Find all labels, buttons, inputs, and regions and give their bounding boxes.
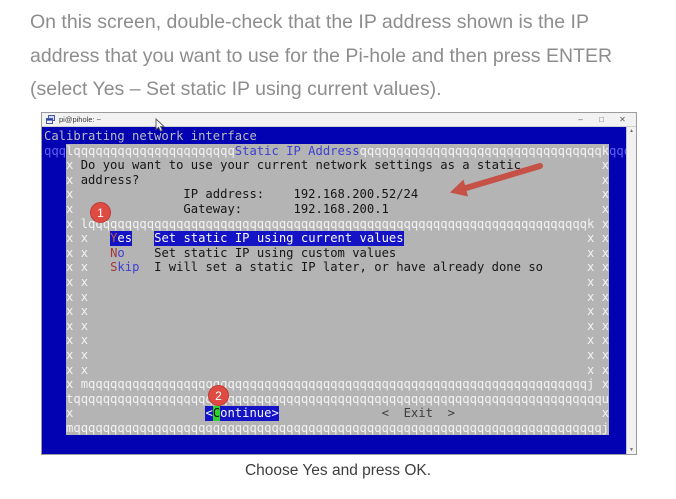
exit-button[interactable]: < Exit >: [381, 406, 455, 421]
scroll-up-icon[interactable]: ▲: [629, 128, 634, 134]
terminal-line: x x x x: [66, 347, 610, 363]
continue-button[interactable]: <: [205, 406, 213, 421]
terminal-line: tqqqqqqqqqqqqqqqqqqqqqqqqqqqqqqqqqqqqqqq…: [66, 391, 610, 407]
terminal-line: x x Skip I will set a static IP later, o…: [66, 260, 610, 275]
terminal-line: [44, 435, 631, 450]
intro-paragraph: On this screen, double-check that the IP…: [30, 6, 612, 107]
maximize-button[interactable]: □: [599, 115, 604, 124]
terminal-screen: Calibrating network interface qqqlqqqqqqq…: [44, 129, 631, 450]
terminal-line: x x x x: [66, 318, 610, 334]
intro-line: address that you want to use for the Pi-…: [30, 44, 613, 67]
window-title: pi@pihole: ~: [59, 115, 102, 124]
terminal-line: mqqqqqqqqqqqqqqqqqqqqqqqqqqqqqqqqqqqqqqq…: [66, 420, 610, 436]
menu-option-no[interactable]: N: [110, 245, 118, 261]
menu-option-yes[interactable]: Y: [110, 231, 118, 246]
terminal-line: Calibrating network interface: [44, 129, 257, 143]
terminal-line: x x x x: [66, 304, 610, 319]
ip-address-value: 192.168.200.52/24: [293, 187, 419, 202]
window-titlebar[interactable]: pi@pihole: ~ – □ ✕: [42, 113, 636, 127]
terminal-line: x <Continue> < Exit > x: [66, 406, 610, 421]
terminal-line: x x x x: [66, 289, 610, 305]
terminal-line: x mqqqqqqqqqqqqqqqqqqqqqqqqqqqqqqqqqqqqq…: [66, 377, 610, 392]
annotation-step-2: 2: [208, 385, 229, 406]
terminal-content: Calibrating network interface qqqlqqqqqqq…: [42, 127, 636, 454]
dialog-title: Static IP Address: [234, 143, 360, 159]
window-controls: – □ ✕: [576, 115, 636, 124]
gateway-value: 192.168.200.1: [293, 201, 389, 217]
terminal-line: x x x x: [66, 274, 610, 290]
terminal-scrollbar[interactable]: ▲ ▼: [626, 127, 636, 454]
menu-option-yes-desc[interactable]: Set static IP using current values: [154, 231, 404, 246]
minimize-button[interactable]: –: [578, 115, 583, 124]
intro-line: On this screen, double-check that the IP…: [30, 11, 589, 33]
terminal-line: x x Yes Set static IP using current valu…: [66, 231, 610, 246]
terminal-line: qqqlqqqqqqqqqqqqqqqqqqqqqqStatic IP Addr…: [44, 143, 632, 159]
scroll-down-icon[interactable]: ▼: [629, 447, 634, 453]
terminal-line: x x x x: [66, 333, 610, 348]
image-caption: Choose Yes and press OK.: [244, 462, 432, 479]
terminal-line: x Do you want to use your current networ…: [66, 158, 610, 173]
annotation-step-1: 1: [90, 202, 111, 223]
ip-arrow-annotation: [450, 163, 543, 197]
terminal-line: x lqqqqqqqqqqqqqqqqqqqqqqqqqqqqqqqqqqqqq…: [66, 216, 610, 232]
menu-option-no-desc[interactable]: Set static IP using custom values: [154, 245, 397, 261]
putty-icon: [46, 115, 55, 124]
terminal-line: x Gateway: 192.168.200.1 x: [66, 201, 610, 217]
terminal-window: pi@pihole: ~ – □ ✕ Calibrating network i…: [41, 112, 637, 455]
terminal-line: x x No Set static IP using custom values…: [66, 245, 610, 261]
terminal-line: x x x x: [66, 362, 610, 378]
menu-option-skip-desc[interactable]: I will set a static IP later, or have al…: [154, 260, 543, 275]
mouse-cursor-icon: [155, 118, 165, 132]
menu-option-skip[interactable]: S: [110, 260, 118, 275]
intro-line: (select Yes – Set static IP using curren…: [30, 78, 442, 100]
close-button[interactable]: ✕: [619, 115, 626, 124]
